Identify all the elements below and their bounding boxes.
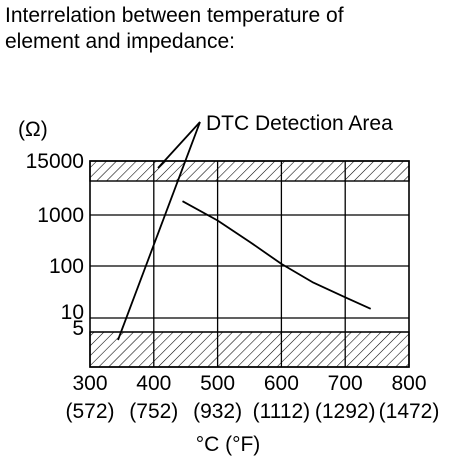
- x-tick-label-400f: (752): [129, 400, 178, 423]
- x-tick-label-600c: 600: [264, 372, 299, 395]
- x-tick-label-500c: 500: [200, 372, 235, 395]
- plot-frame: [89, 160, 410, 368]
- callout-line-lower-band: [117, 121, 201, 341]
- chart-title: Interrelation between temperature of ele…: [5, 3, 344, 55]
- y-tick-label-5: 5: [72, 317, 84, 340]
- detection-area-annotation: DTC Detection Area: [206, 112, 393, 135]
- x-tick-label-600f: (1112): [253, 400, 311, 423]
- y-tick-label-10: 10: [61, 301, 84, 324]
- x-tick-label-300c: 300: [72, 372, 107, 395]
- callout-line-upper-band: [157, 121, 201, 169]
- impedance-curve-1: [182, 200, 372, 310]
- x-tick-label-700c: 700: [328, 372, 363, 395]
- x-tick-label-300f: (572): [65, 400, 114, 423]
- x-tick-label-800c: 800: [391, 372, 426, 395]
- x-tick-label-400c: 400: [136, 372, 171, 395]
- detection-band-2: [89, 331, 410, 368]
- chart-title-line-1: Interrelation between temperature of: [5, 4, 344, 27]
- chart-title-line-2: element and impedance:: [5, 30, 235, 53]
- y-tick-label-15000: 15000: [26, 150, 84, 173]
- y-tick-label-100: 100: [49, 255, 84, 278]
- y-tick-label-1000: 1000: [37, 204, 84, 227]
- y-axis-label: (Ω): [18, 118, 48, 141]
- x-axis-label: °C (°F): [196, 433, 261, 456]
- x-tick-label-800f: (1472): [379, 400, 440, 423]
- detection-band-1: [89, 160, 410, 182]
- x-tick-label-700f: (1292): [315, 400, 376, 423]
- x-tick-label-500f: (932): [193, 400, 242, 423]
